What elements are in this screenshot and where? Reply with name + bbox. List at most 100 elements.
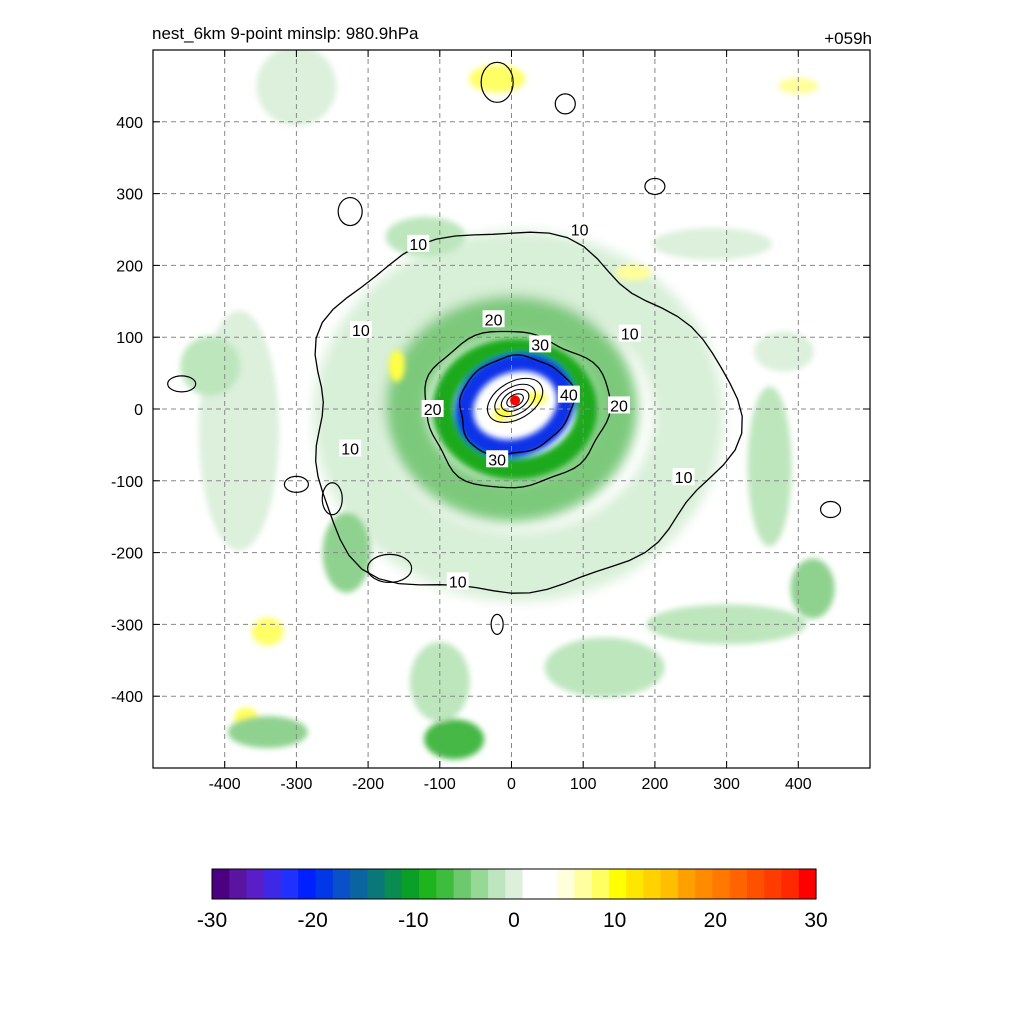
colorbar-swatch	[729, 869, 748, 899]
colorbar-swatch	[470, 869, 489, 899]
colorbar-swatch	[746, 869, 765, 899]
contour-blob	[819, 500, 842, 519]
colorbar-swatch	[591, 869, 610, 899]
contour-label-bg	[672, 468, 695, 486]
colorbar-swatch	[522, 869, 541, 899]
shading-patch	[790, 558, 835, 619]
y-tick-label: 400	[116, 115, 143, 132]
colorbar-swatch	[626, 869, 645, 899]
contour-label: 10	[341, 441, 359, 458]
colorbar-swatch	[315, 869, 334, 899]
y-tick-label: -100	[111, 474, 143, 491]
colorbar-tick-label: -10	[398, 909, 428, 932]
colorbar-swatch	[212, 869, 230, 899]
contour-10	[314, 231, 743, 594]
y-tick-label: 100	[116, 330, 143, 347]
shading-patch	[646, 604, 807, 645]
contour-label: 30	[488, 452, 506, 469]
colorbar-swatch	[246, 869, 265, 899]
contour-blob	[367, 553, 413, 583]
x-tick-label: -100	[424, 776, 456, 793]
colorbar-swatch	[488, 869, 506, 899]
contour-label: 10	[449, 574, 467, 591]
contour-label-bg	[349, 321, 372, 339]
colorbar-swatch	[695, 869, 714, 899]
contour-label: 10	[571, 223, 589, 240]
contour-label-bg	[618, 324, 641, 342]
time-label: +059h	[824, 29, 872, 48]
contour-label-bg	[482, 310, 505, 328]
shading-patch	[424, 719, 485, 760]
shading-patch	[388, 349, 405, 382]
colorbar-swatch	[384, 869, 403, 899]
colorbar-swatch	[781, 869, 800, 899]
wind-shading	[180, 50, 835, 760]
wind-contours: 10 10 10 10 10 10 10 20 20 20 30 30 40	[167, 61, 842, 636]
y-tick-label: -400	[111, 689, 143, 706]
colorbar-swatch	[574, 869, 593, 899]
contour-label-bg	[557, 385, 580, 403]
x-axis: -400 -300 -200 -100 0 100 200 300 400	[209, 50, 812, 793]
contour-label-bg	[407, 234, 430, 252]
contour-inner	[494, 383, 536, 418]
colorbar-swatch	[350, 869, 368, 899]
colorbar-tick-label: -30	[197, 909, 227, 932]
shading-patch	[615, 264, 652, 281]
contour-blob	[480, 61, 514, 103]
contour-label: 10	[621, 327, 639, 344]
shading-patch	[544, 637, 665, 698]
colorbar-tick-label: 20	[704, 909, 727, 932]
contour-label-bg	[446, 572, 469, 590]
contour-label-bg	[568, 220, 591, 238]
y-axis: -400 -300 -200 -100 0 100 200 300 400	[111, 115, 870, 706]
contour-label: 20	[424, 402, 442, 419]
contour-label: 10	[352, 323, 370, 340]
y-tick-label: 300	[116, 187, 143, 204]
contour-blob	[644, 177, 666, 196]
contour-label-bg	[529, 335, 552, 353]
colorbar-swatch	[505, 869, 524, 899]
x-tick-label: 400	[785, 776, 812, 793]
y-tick-label: -200	[111, 546, 143, 563]
x-tick-label: 300	[713, 776, 740, 793]
core-yellow-patch	[526, 392, 547, 405]
x-tick-label: 0	[507, 776, 516, 793]
colorbar-swatch	[401, 869, 420, 899]
colorbar-swatch	[229, 869, 248, 899]
colorbar-swatch	[298, 869, 317, 899]
shading-patch	[652, 227, 773, 260]
colorbar-swatch	[436, 869, 455, 899]
colorbar-swatch	[419, 869, 437, 899]
contour-inner	[486, 377, 544, 423]
colorbar-swatch	[677, 869, 696, 899]
contour-blob	[554, 93, 576, 115]
colorbar-swatch	[332, 869, 351, 899]
storm-center-marker	[510, 395, 521, 406]
x-tick-label: 200	[642, 776, 669, 793]
x-tick-label: -400	[209, 776, 241, 793]
colorbar-tick-label: 10	[603, 909, 626, 932]
contour-inner	[506, 393, 524, 408]
contour-label: 20	[610, 398, 628, 415]
x-tick-label: -200	[352, 776, 384, 793]
colorbar-swatch	[453, 869, 472, 899]
y-tick-label: 0	[134, 402, 143, 419]
colorbar-ticks: -30 -20 -10 0 10 20 30	[197, 909, 828, 932]
colorbar-swatch	[263, 869, 282, 899]
colorbar-swatch	[539, 869, 558, 899]
contour-label-bg	[339, 439, 362, 457]
colorbar-swatch	[643, 869, 662, 899]
contour-label-bg	[421, 400, 444, 417]
shading-patch	[778, 77, 819, 94]
gridlines	[153, 50, 870, 768]
colorbar-swatch	[798, 869, 817, 899]
shading-patch	[469, 64, 526, 93]
colorbar-tick-label: 30	[804, 909, 827, 932]
contour-label: 10	[675, 470, 693, 487]
colorbar-tick-label: -20	[297, 909, 327, 932]
contour-label: 40	[560, 388, 578, 405]
contour-label: 10	[409, 237, 427, 254]
contour-label-bg	[486, 450, 509, 468]
contour-blob	[337, 196, 363, 227]
